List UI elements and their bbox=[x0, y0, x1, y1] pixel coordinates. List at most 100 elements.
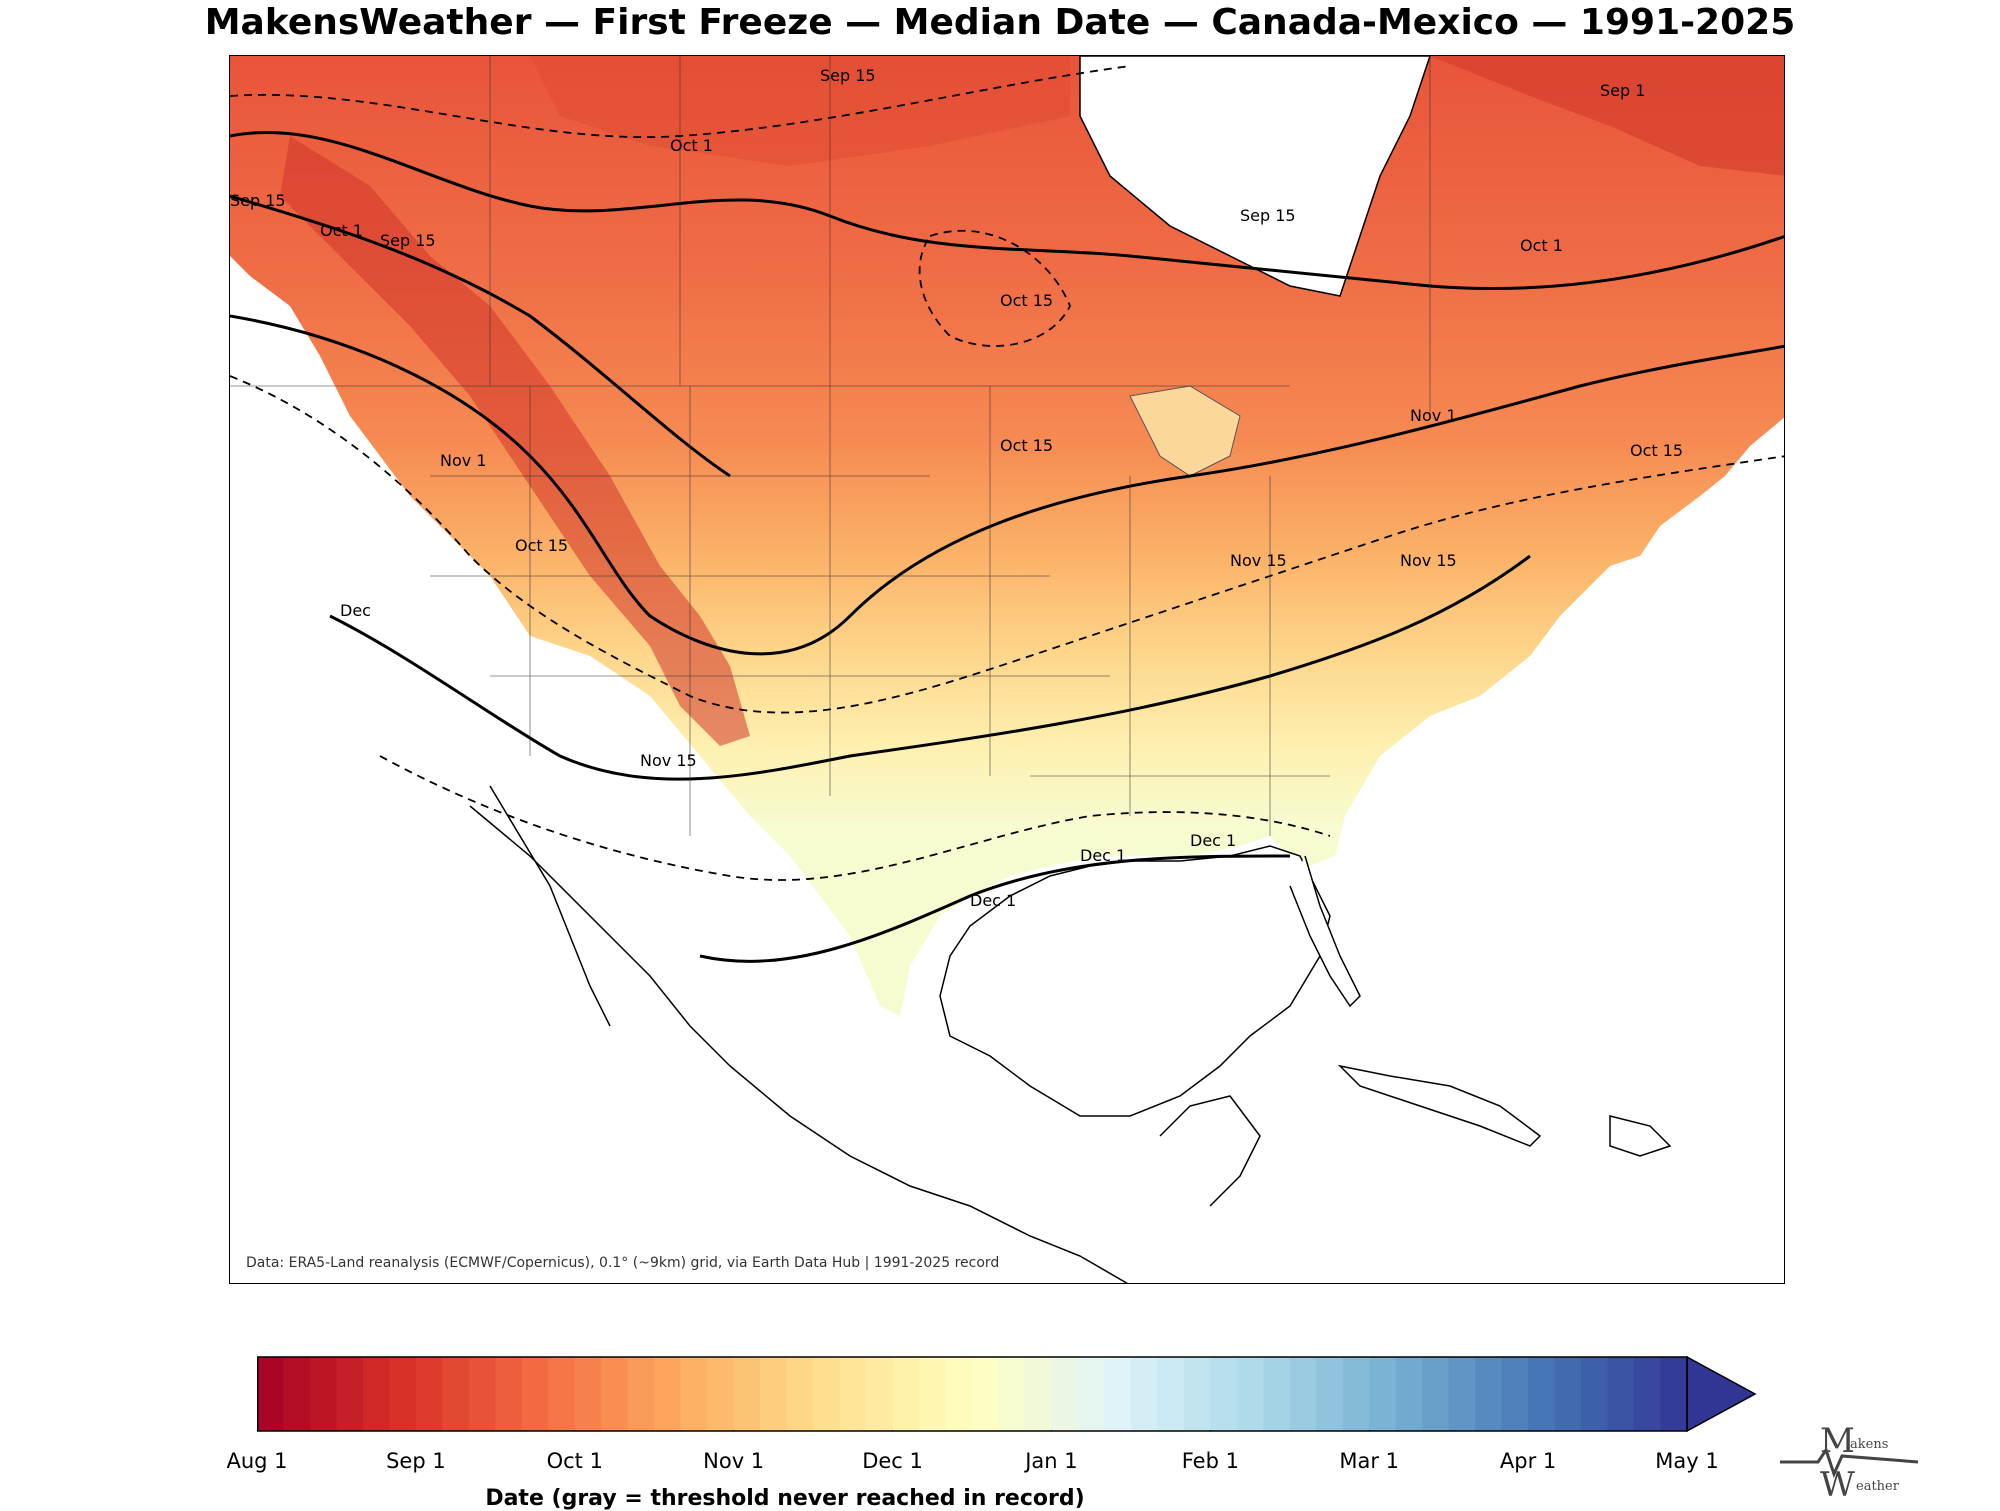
colorbar-segment bbox=[468, 1357, 496, 1431]
contour-label: Sep 15 bbox=[1240, 206, 1296, 225]
colorbar-segment bbox=[601, 1357, 629, 1431]
contour-label: Oct 15 bbox=[1630, 441, 1683, 460]
colorbar-tick-label: Aug 1 bbox=[226, 1449, 288, 1473]
colorbar-segment bbox=[1422, 1357, 1450, 1431]
colorbar-segment bbox=[1554, 1357, 1582, 1431]
contour-label: Oct 15 bbox=[1000, 436, 1053, 455]
colorbar-segment bbox=[495, 1357, 523, 1431]
contour-label: Sep 15 bbox=[380, 231, 436, 250]
colorbar-segment bbox=[336, 1357, 364, 1431]
colorbar-tick-label: Oct 1 bbox=[546, 1449, 603, 1473]
contour-label: Nov 15 bbox=[640, 751, 697, 770]
colorbar-label: Date (gray = threshold never reached in … bbox=[485, 1486, 1085, 1511]
colorbar-segment bbox=[1528, 1357, 1556, 1431]
contour-label: Dec 1 bbox=[1190, 831, 1236, 850]
map-panel[interactable]: Sep 15 Sep 1 Oct 1 Oct 1 Sep 15 Sep 15 O… bbox=[229, 55, 1785, 1284]
colorbar-segment bbox=[283, 1357, 311, 1431]
logo-mark: M akens W eather bbox=[1780, 1421, 1919, 1505]
colorbar-segment bbox=[680, 1357, 708, 1431]
colorbar-segment bbox=[1634, 1357, 1662, 1431]
colorbar-segment bbox=[362, 1357, 391, 1431]
north-cold-zone bbox=[530, 56, 1070, 166]
colorbar-segment bbox=[1501, 1357, 1529, 1431]
colorbar-segment bbox=[1024, 1357, 1053, 1431]
yucatan-outline bbox=[1159, 1095, 1261, 1207]
colorbar-segment bbox=[919, 1357, 947, 1431]
colorbar-segment bbox=[1077, 1357, 1106, 1431]
colorbar-segment bbox=[1236, 1357, 1264, 1431]
contour-dashed-3 bbox=[379, 755, 1331, 881]
landmass-fill bbox=[230, 56, 1784, 1016]
colorbar-segment bbox=[415, 1357, 443, 1431]
colorbar-segment bbox=[1316, 1357, 1344, 1431]
baja-outline bbox=[489, 785, 611, 1027]
contour-dashed-1 bbox=[230, 375, 1784, 714]
colorbar-segment bbox=[1448, 1357, 1476, 1431]
colorbar-outline bbox=[257, 1356, 1688, 1432]
contour-label: Nov 1 bbox=[1410, 406, 1457, 425]
colorbar-segment bbox=[1475, 1357, 1503, 1431]
colorbar-tick-label: Jan 1 bbox=[1025, 1449, 1078, 1473]
colorbar-segment bbox=[866, 1357, 894, 1431]
colorbar-segment bbox=[733, 1357, 761, 1431]
contour-oct1 bbox=[230, 314, 1784, 656]
colorbar-segment bbox=[257, 1357, 285, 1431]
colorbar-segment bbox=[654, 1357, 682, 1431]
colorbar-segment bbox=[1395, 1357, 1423, 1431]
colorbar-segment bbox=[548, 1357, 576, 1431]
colorbar-tick-label: Mar 1 bbox=[1339, 1449, 1400, 1473]
colorbar-segment bbox=[1104, 1357, 1132, 1431]
logo-text-2: eather bbox=[1856, 1479, 1900, 1494]
colorbar-segment bbox=[1263, 1357, 1291, 1431]
gulf-of-mexico-water bbox=[939, 845, 1331, 1117]
colorbar-segment bbox=[1183, 1357, 1211, 1431]
contour-north-oct1 bbox=[230, 131, 1784, 291]
florida-outline bbox=[1289, 855, 1361, 1008]
colorbar-segment bbox=[309, 1357, 338, 1431]
logo-initial-w: W bbox=[1820, 1465, 1855, 1500]
colorbar-tick-label: May 1 bbox=[1655, 1449, 1719, 1473]
colorbar-tick-label: Dec 1 bbox=[862, 1449, 923, 1473]
contour-sep15 bbox=[230, 194, 731, 478]
colorbar-segment bbox=[1369, 1357, 1397, 1431]
colorbar-segment bbox=[839, 1357, 867, 1431]
contour-label: Sep 1 bbox=[1600, 81, 1645, 100]
colorbar-tick-label: Apr 1 bbox=[1499, 1449, 1557, 1473]
colorbar-tick-label: Nov 1 bbox=[703, 1449, 765, 1473]
contour-label: Dec bbox=[340, 601, 371, 620]
colorbar-segment bbox=[1581, 1357, 1609, 1431]
contour-label: Dec 1 bbox=[1080, 846, 1126, 865]
map-title: MakensWeather — First Freeze — Median Da… bbox=[204, 2, 1796, 43]
colorbar-segment bbox=[1342, 1357, 1370, 1431]
data-source-note: Data: ERA5-Land reanalysis (ECMWF/Copern… bbox=[246, 1255, 1000, 1271]
colorbar-segment bbox=[1210, 1357, 1238, 1431]
contour-dashed-4 bbox=[918, 230, 1071, 347]
contour-label: Oct 1 bbox=[670, 136, 713, 155]
colorbar-gradient bbox=[257, 1356, 1757, 1432]
colorbar-segment bbox=[1289, 1357, 1317, 1431]
contour-label: Oct 1 bbox=[1520, 236, 1563, 255]
contour-label: Oct 15 bbox=[515, 536, 568, 555]
contour-label: Oct 15 bbox=[1000, 291, 1053, 310]
contour-label: Nov 15 bbox=[1400, 551, 1457, 570]
colorbar-segment bbox=[998, 1357, 1026, 1431]
colorbar-segment bbox=[707, 1357, 735, 1431]
logo-initial-m: M bbox=[1820, 1421, 1855, 1461]
contour-label: Dec 1 bbox=[970, 891, 1016, 910]
contour-label: Sep 15 bbox=[230, 191, 286, 210]
colorbar-segment bbox=[892, 1357, 920, 1431]
colorbar-segment bbox=[1130, 1357, 1158, 1431]
contour-label: Oct 1 bbox=[320, 221, 363, 240]
mexico-outline bbox=[469, 805, 1129, 1283]
colorbar-tick-label: Sep 1 bbox=[386, 1449, 446, 1473]
colorbar-segment bbox=[574, 1357, 602, 1431]
colorbar-segment bbox=[786, 1357, 814, 1431]
logo-text-1: akens bbox=[1850, 1437, 1888, 1452]
hudson-bay-water bbox=[1079, 56, 1431, 297]
cuba-outline bbox=[1337, 1064, 1542, 1147]
colorbar bbox=[257, 1356, 1757, 1432]
colorbar-segment bbox=[1660, 1357, 1688, 1431]
hispaniola-outline bbox=[1609, 1115, 1672, 1157]
colorbar-extend-arrow bbox=[1686, 1356, 1757, 1432]
makensweather-logo: M akens W eather bbox=[1778, 1420, 1928, 1505]
